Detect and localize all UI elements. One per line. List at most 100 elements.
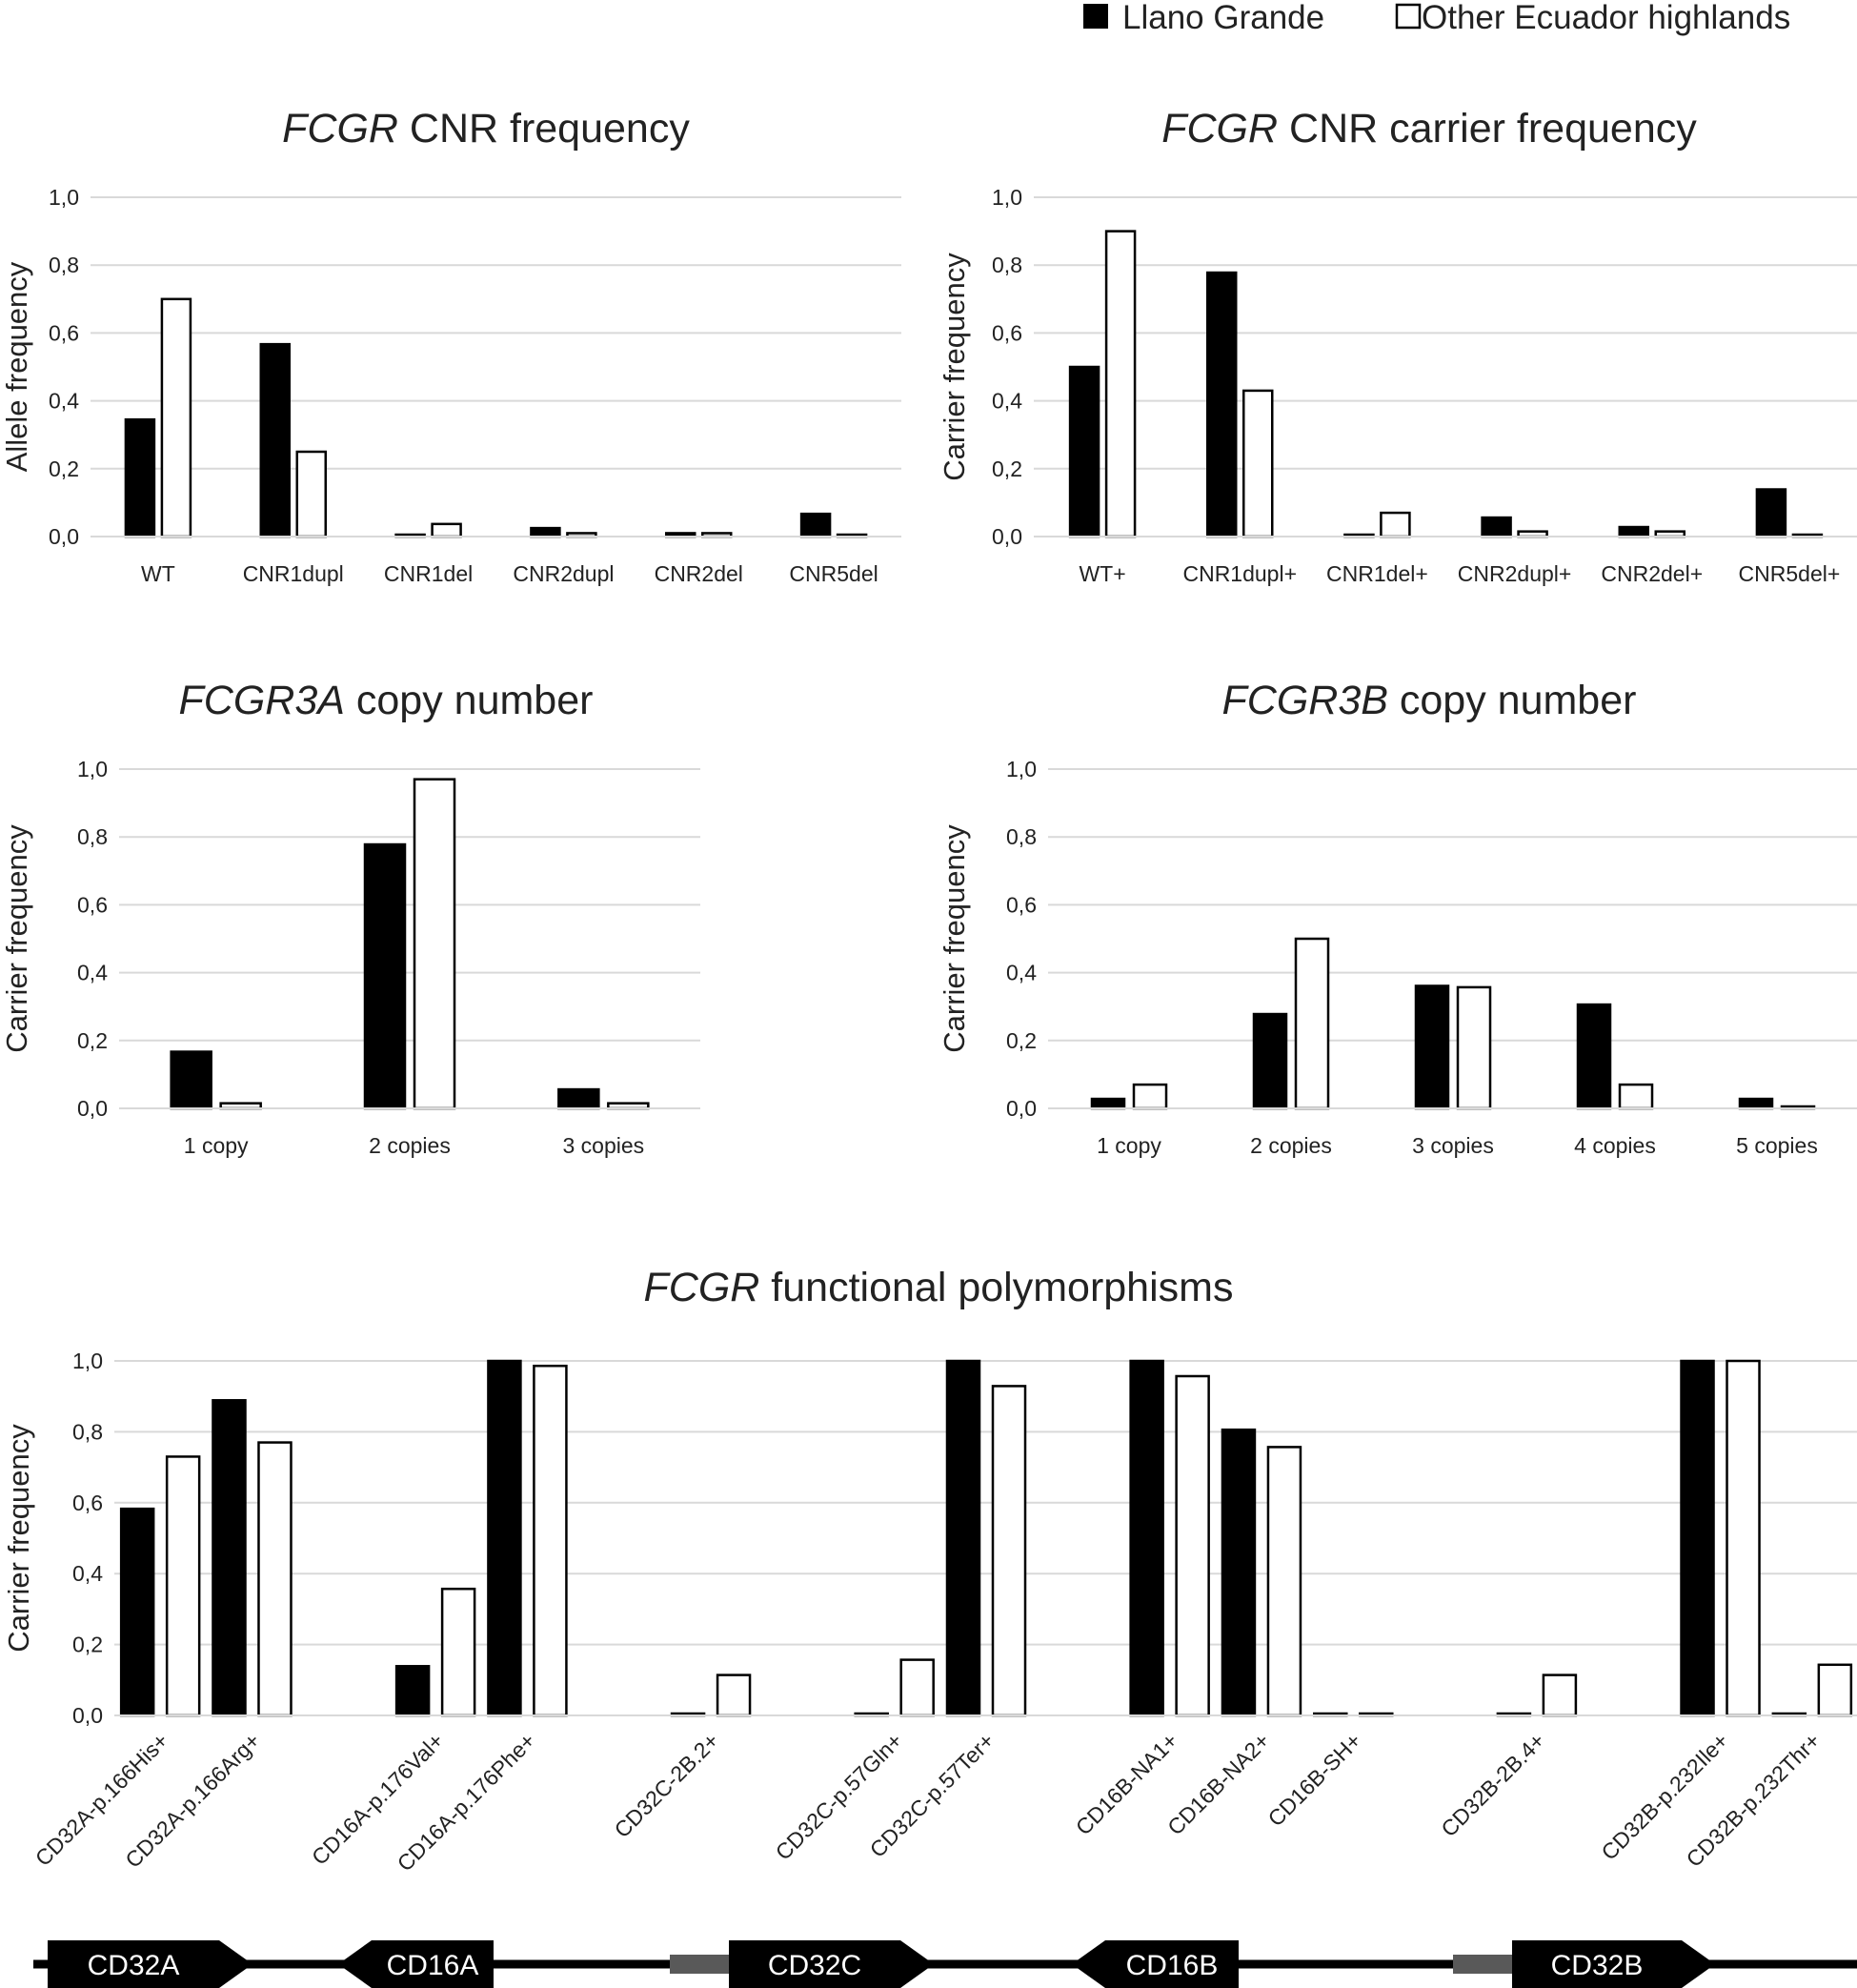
- bar-other-ecuador: [257, 1441, 293, 1717]
- bar-llano-grande: [212, 1399, 247, 1717]
- y-tick-label: 0,6: [77, 892, 108, 917]
- chart-fcgr-functional-polymorphisms: FCGR functional polymorphisms Carrier fre…: [2, 1265, 1857, 1876]
- bar-other-ecuador: [160, 297, 192, 538]
- chart-fcgr3b-copy-number: FCGR3B copy number Carrier frequency 0,0 0,…: [938, 678, 1857, 1158]
- x-tick-label: CD32B-2B.4+: [1436, 1728, 1549, 1841]
- x-tick-label: CNR5del: [789, 561, 878, 586]
- y-axis-label: Carrier frequency: [0, 824, 33, 1053]
- bar-llano-grande: [1755, 488, 1787, 538]
- y-tick-label: 0,8: [992, 253, 1022, 277]
- y-tick-label: 0,6: [72, 1491, 103, 1515]
- x-tick-label: WT+: [1079, 561, 1125, 586]
- x-tick-label: WT: [141, 561, 175, 586]
- bar-llano-grande: [1252, 1012, 1288, 1110]
- y-tick-label: 0,0: [1006, 1096, 1037, 1121]
- y-tick-label: 0,0: [77, 1096, 108, 1121]
- bar-other-ecuador: [1242, 389, 1274, 538]
- bar-llano-grande: [1068, 365, 1100, 538]
- y-tick-label: 0,0: [72, 1703, 103, 1728]
- bar-other-ecuador: [1266, 1446, 1302, 1717]
- bar-other-ecuador: [1456, 985, 1492, 1110]
- x-tick-label: CNR1del+: [1326, 561, 1428, 586]
- bar-llano-grande: [170, 1050, 212, 1110]
- x-tick-label: CNR1dupl: [243, 561, 344, 586]
- bar-llano-grande: [124, 417, 156, 538]
- bar-llano-grande: [945, 1359, 981, 1717]
- x-tick-label: CD32C-2B.2+: [610, 1728, 724, 1842]
- y-tick-label: 1,0: [72, 1349, 103, 1373]
- y-tick-label: 0,2: [49, 456, 79, 481]
- y-tick-label: 0,6: [992, 320, 1022, 345]
- y-tick-label: 0,8: [1006, 824, 1037, 849]
- gene-arrow-cd16a: [338, 1940, 494, 1988]
- chart-fcgr-cnr-frequency: FCGR CNR frequency Allele frequency 0,0 0,2…: [0, 106, 901, 586]
- y-tick-label: 0,8: [72, 1419, 103, 1444]
- y-tick-label: 0,2: [72, 1633, 103, 1657]
- bar-llano-grande: [394, 1665, 431, 1717]
- y-tick-label: 1,0: [1006, 757, 1037, 781]
- y-tick-label: 1,0: [49, 185, 79, 210]
- x-tick-label: 3 copies: [1412, 1133, 1494, 1158]
- y-tick-label: 0,0: [49, 524, 79, 549]
- y-tick-label: 0,4: [992, 389, 1022, 414]
- x-tick-label: CNR2dupl+: [1458, 561, 1572, 586]
- bar-other-ecuador: [1294, 937, 1330, 1110]
- gene-arrow-cd32a: [48, 1940, 252, 1988]
- bar-other-ecuador: [991, 1385, 1027, 1717]
- x-tick-label: 1 copy: [184, 1133, 249, 1158]
- bar-other-ecuador: [165, 1455, 201, 1717]
- bar-llano-grande: [259, 342, 291, 538]
- y-tick-label: 0,2: [1006, 1028, 1037, 1053]
- gene-arrow-cd16b: [1072, 1940, 1239, 1988]
- gene-label: CD32A: [88, 1950, 180, 1981]
- y-tick-label: 0,0: [992, 524, 1022, 549]
- gene-label: CD16A: [387, 1950, 479, 1981]
- bar-llano-grande: [487, 1359, 522, 1717]
- x-tick-label: 2 copies: [1250, 1133, 1332, 1158]
- y-tick-label: 0,4: [49, 389, 79, 414]
- bar-other-ecuador: [1380, 511, 1411, 538]
- y-tick-label: 1,0: [992, 185, 1022, 210]
- y-tick-label: 0,8: [77, 824, 108, 849]
- chart-title: FCGR CNR carrier frequency: [1161, 106, 1697, 152]
- x-tick-label: CD16B-SH+: [1262, 1728, 1365, 1831]
- y-tick-label: 0,4: [77, 961, 108, 985]
- y-axis-label: Carrier frequency: [938, 253, 971, 481]
- pseudo-segment: [1453, 1955, 1512, 1974]
- bar-other-ecuador: [295, 450, 327, 538]
- chart-title: FCGR functional polymorphisms: [644, 1265, 1234, 1310]
- chart-title: FCGR3B copy number: [1222, 678, 1637, 723]
- gene-arrow-cd32c: [729, 1940, 934, 1988]
- chart-title: FCGR CNR frequency: [282, 106, 690, 152]
- y-tick-label: 0,4: [72, 1561, 103, 1586]
- bar-other-ecuador: [716, 1674, 752, 1717]
- y-tick-label: 0,2: [77, 1028, 108, 1053]
- bar-llano-grande: [557, 1087, 600, 1110]
- chart-fcgr-cnr-carrier-frequency: FCGR CNR carrier frequency Carrier freque…: [938, 106, 1857, 586]
- y-tick-label: 0,2: [992, 456, 1022, 481]
- bar-llano-grande: [1221, 1428, 1257, 1717]
- bar-other-ecuador: [1132, 1083, 1168, 1110]
- bar-llano-grande: [119, 1507, 155, 1717]
- bar-other-ecuador: [1104, 230, 1137, 538]
- x-tick-label: 3 copies: [562, 1133, 644, 1158]
- bar-llano-grande: [799, 512, 832, 538]
- y-axis-label: Carrier frequency: [2, 1424, 35, 1653]
- chart-title: FCGR3A copy number: [179, 678, 594, 723]
- gene-label: CD32B: [1551, 1950, 1644, 1981]
- legend-label-llano-grande: Llano Grande: [1122, 0, 1324, 36]
- bar-llano-grande: [1414, 984, 1450, 1110]
- x-tick-label: 2 copies: [369, 1133, 451, 1158]
- y-axis-label: Carrier frequency: [938, 824, 971, 1053]
- bar-llano-grande: [530, 526, 561, 538]
- bar-other-ecuador: [431, 522, 462, 538]
- bar-other-ecuador: [1542, 1674, 1578, 1717]
- y-tick-label: 0,8: [49, 253, 79, 277]
- bar-other-ecuador: [1726, 1359, 1761, 1717]
- x-tick-label: 1 copy: [1097, 1133, 1161, 1158]
- bar-other-ecuador: [1817, 1663, 1853, 1717]
- x-tick-label: CNR1del: [384, 561, 473, 586]
- gene-arrow-cd32b: [1512, 1940, 1715, 1988]
- x-tick-label: CNR2dupl: [513, 561, 614, 586]
